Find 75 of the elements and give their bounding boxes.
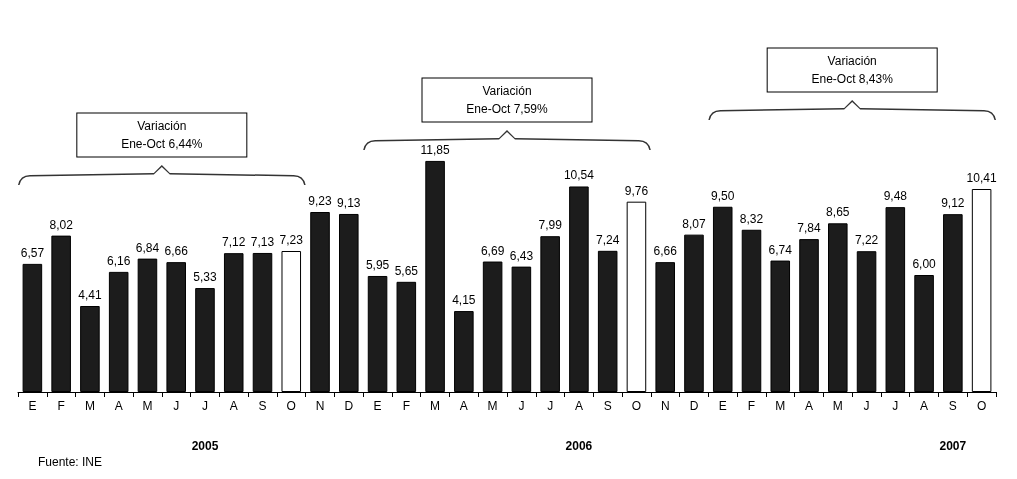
x-tick-label: M [487,399,498,413]
data-label: 5,95 [365,257,390,272]
x-tick-label: M [832,399,843,413]
data-label: 9,48 [883,189,908,204]
x-tick-label: F [57,399,65,413]
x-tick-label: A [805,399,814,413]
x-tick-label: O [976,399,987,413]
bracket-callout: Variación Ene-Oct 6,44% [76,112,248,158]
x-tick-label: J [518,399,525,413]
x-tick-label: S [603,399,612,413]
x-tick-label: S [948,399,957,413]
data-label: 6,57 [20,245,45,260]
x-tick-label: A [459,399,468,413]
bracket-callout: Variación Ene-Oct 8,43% [766,47,938,93]
x-tick-label: S [258,399,267,413]
data-label: 7,24 [596,232,620,247]
text: 2005 [191,439,219,453]
data-label: 8,32 [739,211,764,226]
data-label: 5,65 [394,263,419,278]
data-label: 4,41 [78,288,102,303]
x-tick-label: D [689,399,699,413]
data-label: 7,13 [250,234,275,249]
data-label: 9,23 [308,194,333,209]
x-tick-label: A [574,399,583,413]
x-tick-label: M [430,399,441,413]
text: 2007 [939,439,967,453]
x-tick-label: A [229,399,238,413]
data-label: 6,74 [768,242,793,257]
source-note: Fuente: INE [38,455,103,469]
x-tick-label: M [142,399,153,413]
data-label: 6,66 [164,244,189,259]
data-label: 8,65 [826,205,850,220]
data-label: 6,43 [509,248,534,263]
x-tick-label: O [286,399,296,413]
data-label: 10,41 [966,171,997,186]
data-label: 9,13 [337,195,361,210]
text: 2006 [565,439,593,453]
x-tick-label: J [201,399,208,413]
x-tick-label: F [402,399,410,413]
data-label: 6,00 [912,257,937,271]
x-tick-label: N [660,399,670,413]
data-label: 7,22 [854,233,879,248]
x-tick-label: A [114,399,123,413]
x-tick-label: D [344,399,354,413]
data-label: 7,99 [538,218,563,233]
x-tick-label: N [315,399,325,413]
data-label: 6,16 [107,253,131,268]
data-label: 9,50 [711,188,735,203]
x-tick-label: M [775,399,786,413]
data-label: 7,23 [279,233,304,248]
data-label: 6,69 [480,243,505,258]
data-label: 10,54 [563,168,595,183]
x-tick-label: O [631,399,642,413]
x-tick-label: A [920,399,929,413]
data-label: 8,07 [682,216,706,231]
data-label: 4,15 [452,293,476,308]
x-tick-label: E [718,399,727,413]
data-label: 6,66 [653,244,678,259]
data-label: 8,02 [49,217,74,232]
data-label: 9,76 [624,183,649,198]
bracket-callout: Variación Ene-Oct 7,59% [421,77,593,123]
x-tick-label: J [892,399,899,413]
x-tick-label: J [547,399,554,413]
x-tick-label: J [173,399,180,413]
x-tick-label: J [863,399,870,413]
data-label: 5,33 [193,270,217,285]
data-label: 6,84 [135,240,160,255]
x-tick-label: M [84,399,95,413]
x-tick-label: E [373,399,382,413]
data-label: 7,12 [222,235,246,250]
data-label: 11,85 [420,142,450,157]
x-tick-label: F [747,399,756,413]
data-label: 9,12 [941,196,965,211]
data-label: 7,84 [797,221,822,236]
x-tick-label: E [28,399,37,413]
